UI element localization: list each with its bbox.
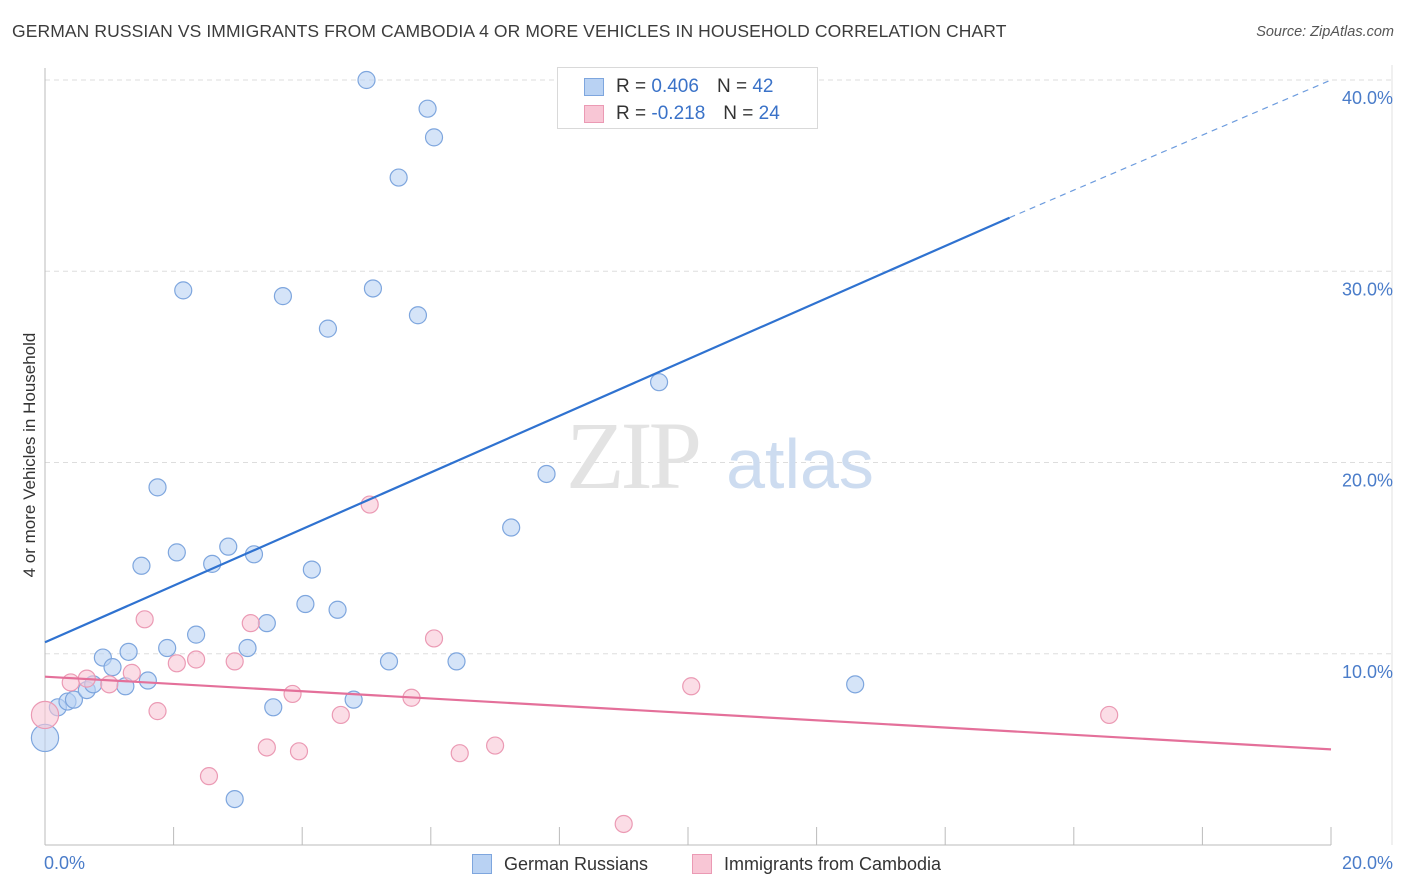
chart-title: GERMAN RUSSIAN VS IMMIGRANTS FROM CAMBOD… [12, 21, 1007, 41]
x-tick-label: 0.0% [44, 853, 85, 873]
legend-r-label: R = [616, 76, 647, 97]
point-cambodia [424, 629, 444, 648]
legend-n-value: 42 [752, 76, 774, 97]
watermark-zip: ZIP [566, 402, 699, 509]
point-german-russians [273, 287, 293, 306]
point-german-russians [502, 518, 521, 537]
watermark-atlas: atlas [726, 425, 874, 503]
watermark: ZIP atlas [566, 402, 874, 509]
correlation-legend: R = 0.406 N = 42 R = -0.218 N = 24 [557, 67, 818, 129]
trend-lines [44, 79, 1332, 751]
y-tick-label: 40.0% [1342, 88, 1393, 108]
point-german-russians [64, 690, 84, 709]
point-german-russians [318, 319, 338, 338]
point-german-russians [424, 128, 444, 147]
point-cambodia [225, 652, 244, 671]
legend-swatch-pink [584, 105, 604, 123]
point-cambodia [167, 654, 186, 673]
point-cambodia [100, 675, 119, 694]
trend-line-german-russians-extension [1009, 79, 1332, 219]
point-german-russians [379, 652, 399, 671]
bottom-legend-label: German Russians [504, 853, 649, 874]
legend-r-value: -0.218 [651, 103, 706, 124]
legend-n-label: N = [716, 76, 748, 97]
point-cambodia [1100, 705, 1119, 725]
trend-line-german-russians [44, 216, 1010, 644]
point-german-russians [363, 279, 383, 298]
legend-r-label: R = [616, 103, 647, 124]
source-label: Source: ZipAtlas.com [1256, 24, 1394, 40]
legend-n-value: 24 [758, 103, 780, 124]
point-german-russians [148, 478, 167, 497]
point-german-russians [119, 642, 138, 661]
point-german-russians [296, 594, 315, 614]
point-cambodia [614, 814, 633, 834]
point-german-russians [257, 614, 276, 633]
point-german-russians [408, 306, 428, 325]
bottom-legend-cambodia: Immigrants from Cambodia [692, 851, 941, 877]
point-cambodia [30, 700, 60, 730]
point-german-russians [167, 543, 186, 562]
point-cambodia [289, 742, 309, 761]
point-cambodia [199, 767, 219, 786]
y-tick-label: 30.0% [1342, 279, 1393, 299]
point-cambodia [486, 736, 505, 755]
legend-n-label: N = [723, 103, 754, 124]
point-german-russians [132, 556, 151, 575]
point-german-russians [389, 168, 408, 187]
bottom-legend-swatch-pink [692, 854, 712, 874]
point-german-russians [103, 658, 122, 677]
point-cambodia [61, 673, 80, 692]
point-german-russians [174, 281, 193, 300]
point-cambodia [148, 702, 167, 721]
point-german-russians [357, 70, 376, 90]
point-german-russians [537, 464, 556, 484]
point-cambodia [682, 677, 701, 696]
point-german-russians [447, 652, 466, 671]
point-german-russians [219, 537, 238, 556]
legend-r-value: 0.406 [651, 76, 699, 97]
y-tick-label: 10.0% [1342, 662, 1393, 682]
point-cambodia [122, 663, 141, 682]
point-german-russians [328, 600, 347, 619]
point-german-russians [238, 638, 257, 658]
bottom-legend-label: Immigrants from Cambodia [724, 853, 942, 874]
point-cambodia [331, 705, 350, 725]
legend-swatch-blue [584, 78, 604, 96]
tick-labels: 10.0% 20.0% 30.0% 40.0% 0.0% 20.0% [44, 88, 1393, 873]
point-cambodia [241, 614, 260, 633]
point-german-russians [302, 560, 321, 579]
point-cambodia [135, 610, 154, 629]
point-german-russians [649, 373, 669, 392]
data-points [30, 70, 1119, 834]
point-german-russians [846, 675, 865, 694]
point-cambodia [257, 738, 276, 757]
point-german-russians [158, 638, 177, 658]
grid-lines [45, 65, 1393, 845]
point-cambodia [450, 744, 469, 763]
trend-line-cambodia [44, 675, 1332, 751]
point-german-russians [418, 99, 437, 118]
point-german-russians [264, 698, 283, 717]
bottom-legend-german-russians: German Russians [472, 851, 648, 877]
point-cambodia [187, 650, 206, 669]
legend-row-german-russians: R = 0.406 N = 42 [584, 76, 773, 98]
legend-row-cambodia: R = -0.218 N = 24 [584, 103, 780, 125]
point-german-russians [225, 789, 244, 809]
point-german-russians [138, 671, 157, 690]
bottom-legend-swatch-blue [472, 854, 492, 874]
point-german-russians [187, 625, 206, 644]
x-tick-label: 20.0% [1342, 853, 1393, 873]
point-cambodia [283, 684, 302, 704]
y-tick-label: 20.0% [1342, 471, 1393, 491]
